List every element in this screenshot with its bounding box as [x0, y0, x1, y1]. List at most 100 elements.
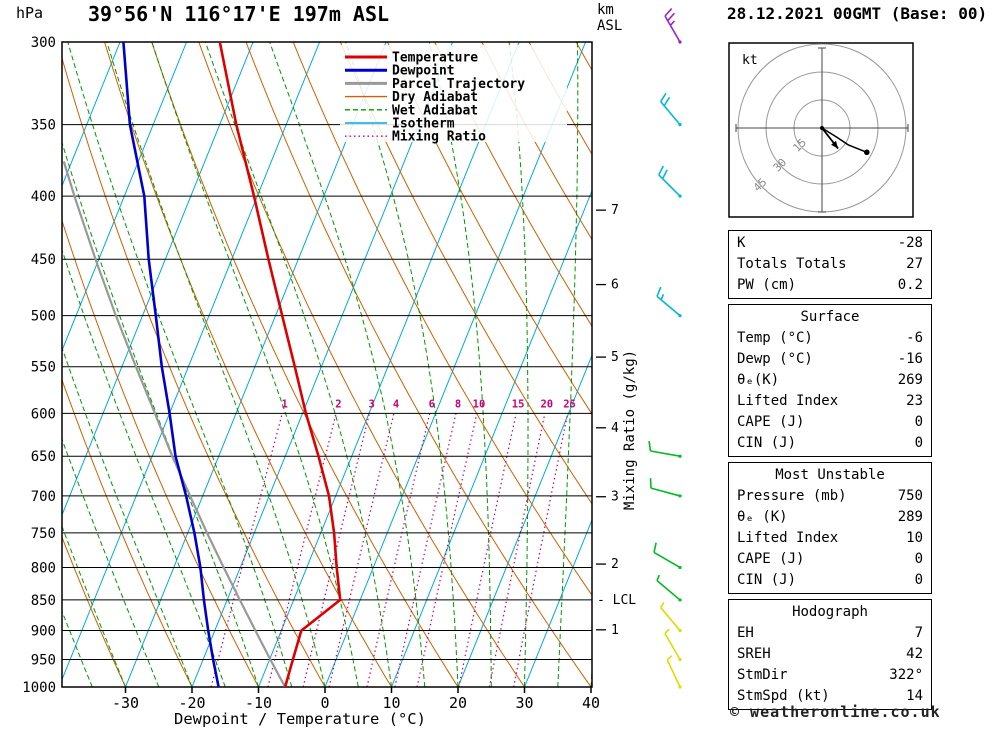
- row-value: 0: [914, 572, 923, 588]
- wet-adiabat-line: [151, 42, 359, 687]
- table-header: Most Unstable: [775, 467, 885, 483]
- indices-tables: K -28 Totals Totals 27 PW (cm) 0.2 Surface Temp…: [728, 230, 932, 715]
- wind-barb: [649, 478, 682, 498]
- pressure-tick-label: 850: [31, 593, 56, 609]
- wet-adiabat-line: [428, 42, 492, 687]
- row-label: Lifted Index: [737, 530, 839, 546]
- isotherm-line: [391, 189, 592, 687]
- isotherm-line: [324, 42, 587, 687]
- km-tick-label: 6: [611, 278, 619, 293]
- table-row: CAPE (J) 0: [729, 549, 931, 570]
- mixing-ratio-value-label: 1: [281, 398, 287, 410]
- row-label: PW (cm): [737, 277, 797, 293]
- table-row: K -28: [729, 233, 931, 254]
- isotherm-line: [125, 42, 387, 687]
- x-axis-title: Dewpoint / Temperature (°C): [174, 710, 426, 728]
- table-row: Temp (°C) -6: [729, 328, 931, 349]
- row-label: Dewp (°C): [737, 351, 813, 367]
- temp-tick-label: 20: [449, 694, 467, 712]
- legend-label: Parcel Trajectory: [392, 77, 525, 92]
- temp-tick-label: 40: [582, 694, 600, 712]
- row-label: Lifted Index: [737, 393, 839, 409]
- row-label: CIN (J): [737, 435, 797, 451]
- mixing-ratio-value-label: 6: [429, 398, 435, 410]
- table-row: SREH 42: [729, 644, 931, 665]
- row-value: 750: [897, 488, 923, 504]
- run-date-title: 28.12.2021 00GMT (Base: 00): [727, 4, 988, 23]
- wet-adiabat-line: [0, 42, 26, 687]
- temp-tick-label: -20: [178, 694, 205, 712]
- copyright: © weatheronline.co.uk: [730, 703, 941, 721]
- pressure-tick-label: 550: [31, 360, 56, 376]
- wind-barb: [666, 655, 682, 689]
- row-label: StmSpd (kt): [737, 688, 830, 704]
- hodograph-trace-endpoint: [864, 149, 870, 156]
- temp-tick-label: 0: [320, 694, 329, 712]
- row-value: 0: [914, 435, 923, 451]
- wet-adiabat-line: [557, 42, 579, 687]
- row-label: Totals Totals: [737, 256, 847, 272]
- dewpoint-curve: [122, 42, 220, 687]
- dry-adiabat-line: [387, 42, 592, 416]
- row-value: 0.2: [897, 277, 923, 293]
- isotherm-line: [457, 353, 592, 687]
- hodograph-unit-label: kt: [742, 53, 758, 68]
- row-label: CAPE (J): [737, 414, 805, 430]
- temp-tick-label: -30: [112, 694, 139, 712]
- lcl-label: - LCL: [597, 593, 636, 608]
- mixing-ratio-line: [210, 413, 283, 687]
- wind-barb: [656, 286, 682, 318]
- temp-tick-label: 10: [382, 694, 400, 712]
- legend-label: Dry Adiabat: [392, 90, 478, 105]
- row-value: 10: [906, 530, 923, 546]
- row-value: 23: [906, 393, 923, 409]
- mixing-ratio-value-label: 8: [455, 398, 461, 410]
- dry-adiabat-line: [481, 42, 592, 241]
- row-value: -16: [897, 351, 923, 367]
- temperature-curve: [218, 42, 342, 687]
- table-row: θₑ (K) 289: [729, 507, 931, 528]
- pressure-axis-unit: hPa: [16, 4, 44, 22]
- mixing-ratio-line: [328, 413, 395, 687]
- mixing-ratio-value-label: 2: [335, 398, 341, 410]
- pressure-tick-label: 700: [31, 489, 56, 505]
- km-tick-label: 2: [611, 557, 619, 572]
- temp-tick-label: -10: [245, 694, 272, 712]
- table-row: Lifted Index 10: [729, 528, 931, 549]
- hodograph-trace: [821, 127, 868, 153]
- pressure-tick-label: 600: [31, 406, 56, 422]
- wind-barb: [664, 8, 682, 44]
- isotherm-line: [62, 42, 121, 188]
- km-axis-unit: km: [597, 2, 614, 18]
- table-row: θₑ(K) 269: [729, 370, 931, 391]
- pressure-tick-label: 1000: [22, 680, 56, 696]
- table-row: Totals Totals 27: [729, 254, 931, 275]
- legend-label: Wet Adiabat: [392, 103, 478, 118]
- table-row: CIN (J) 0: [729, 433, 931, 454]
- mixing-ratio-value-label: 3: [368, 398, 374, 410]
- legend-label: Temperature: [392, 51, 478, 66]
- row-label: SREH: [737, 646, 771, 662]
- km-axis-unit2: ASL: [597, 18, 622, 34]
- wet-adiabat-line: [62, 346, 193, 687]
- wind-barb: [658, 165, 682, 198]
- mixing-ratio-line: [488, 413, 546, 687]
- row-label: θₑ (K): [737, 509, 788, 525]
- mixing-ratio-line: [416, 413, 478, 687]
- right-axis-title: Mixing Ratio (g/kg): [622, 350, 638, 510]
- row-label: Temp (°C): [737, 330, 813, 346]
- km-tick-label: 7: [611, 203, 619, 218]
- km-tick-label: 3: [611, 490, 619, 505]
- dry-adiabat-line: [62, 378, 193, 687]
- table-row: CAPE (J) 0: [729, 412, 931, 433]
- row-value: 289: [897, 509, 923, 525]
- pressure-tick-label: 650: [31, 449, 56, 465]
- mixing-ratio-value-label: 4: [393, 398, 399, 410]
- storm-motion-arrowhead: [831, 140, 839, 149]
- dry-adiabat-line: [434, 42, 592, 328]
- row-label: θₑ(K): [737, 372, 780, 388]
- table-row: Lifted Index 23: [729, 391, 931, 412]
- legend-label: Isotherm: [392, 117, 455, 132]
- pressure-tick-label: 800: [31, 560, 56, 576]
- temp-tick-label: 30: [515, 694, 533, 712]
